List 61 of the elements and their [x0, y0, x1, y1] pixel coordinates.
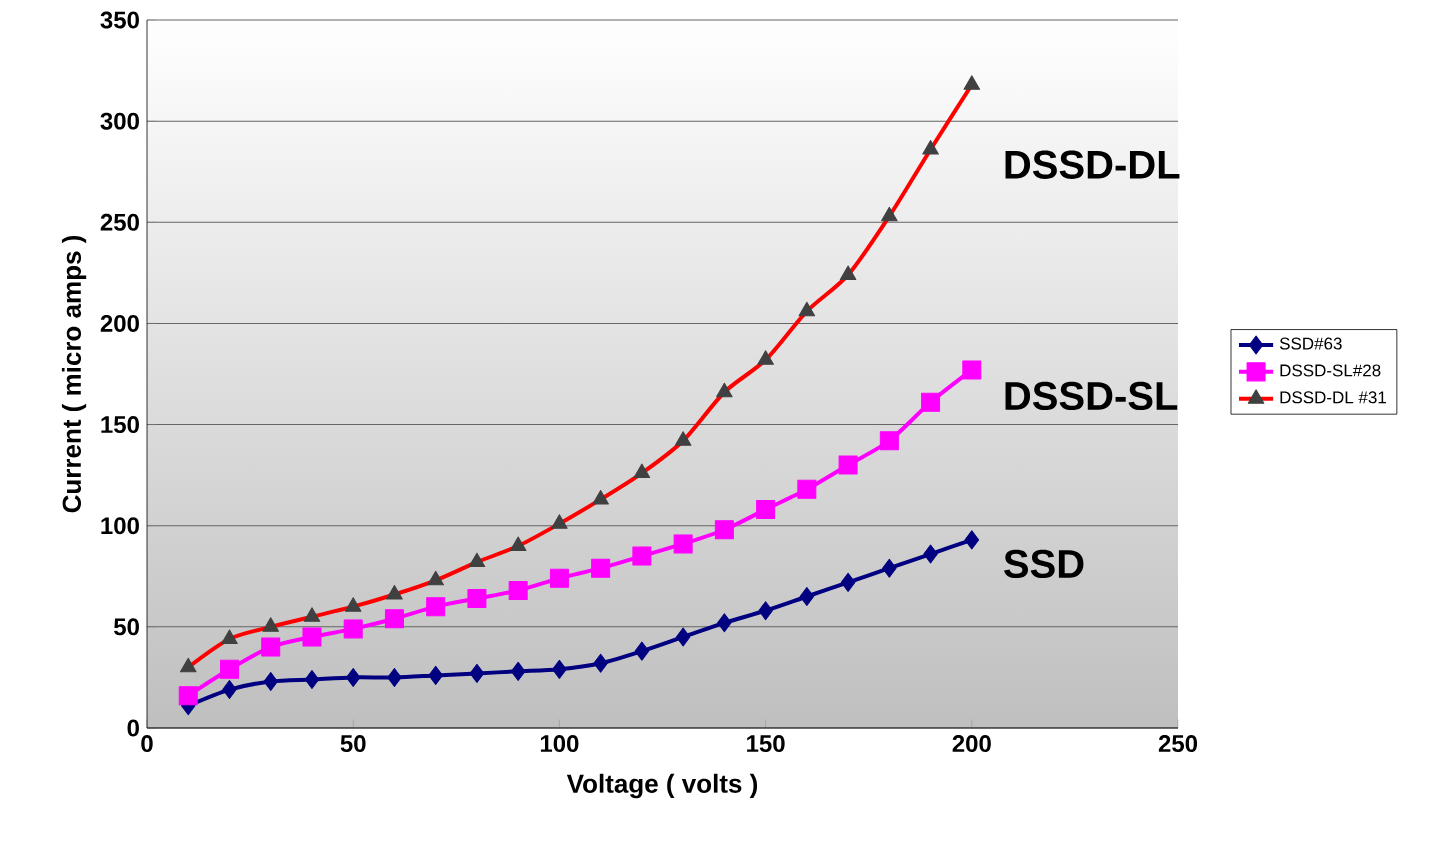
- annotation: SSD: [1004, 549, 1084, 579]
- y-tick-label: 200: [100, 314, 139, 332]
- annotation: DSSD-SL: [1005, 381, 1178, 411]
- x-tick-label: 150: [747, 735, 785, 753]
- point: [879, 431, 899, 451]
- point: [343, 619, 363, 639]
- point: [840, 572, 856, 592]
- y-tick-label: 100: [101, 517, 139, 535]
- point: [799, 587, 815, 607]
- point: [838, 455, 858, 475]
- point: [387, 667, 402, 687]
- x-tick-label: 100: [540, 735, 579, 753]
- point: [758, 601, 773, 621]
- x-axis-title: Voltage ( volts ): [566, 773, 758, 799]
- legend-label: SSD#63: [1279, 337, 1342, 350]
- point: [714, 520, 734, 540]
- point: [962, 360, 982, 380]
- y-tick-label: 250: [100, 213, 139, 231]
- point: [882, 558, 897, 578]
- point: [717, 613, 732, 633]
- y-tick-label: 150: [101, 416, 139, 434]
- point: [428, 665, 443, 685]
- point: [921, 392, 941, 412]
- point: [675, 627, 691, 647]
- annotation: DSSD-DL: [1005, 150, 1180, 179]
- point: [467, 589, 487, 609]
- x-tick-label: 250: [1158, 735, 1198, 753]
- point: [593, 653, 608, 673]
- point: [345, 667, 361, 687]
- x-tick-label: 0: [141, 735, 153, 753]
- point: [304, 669, 320, 689]
- y-tick-label: 0: [127, 719, 139, 737]
- point: [797, 479, 817, 499]
- point: [964, 530, 980, 550]
- y-tick-label: 300: [100, 112, 139, 130]
- point: [756, 500, 776, 520]
- point: [178, 686, 198, 706]
- point: [634, 641, 650, 661]
- point: [219, 659, 239, 679]
- point: [510, 661, 526, 681]
- point: [384, 609, 404, 629]
- point: [302, 627, 322, 647]
- y-tick-label: 50: [114, 618, 139, 636]
- x-tick-label: 200: [952, 735, 991, 753]
- point: [673, 534, 693, 554]
- point: [222, 680, 237, 700]
- point: [426, 597, 446, 617]
- point: [591, 558, 611, 578]
- x-tick-label: 50: [340, 735, 366, 753]
- point: [923, 544, 938, 564]
- point: [632, 546, 652, 566]
- legend-label: DSSD-SL#28: [1280, 364, 1381, 377]
- point: [508, 580, 528, 600]
- y-axis-title: Current ( micro amps ): [61, 235, 87, 513]
- point: [261, 637, 281, 657]
- point: [549, 568, 569, 588]
- legend-label: DSSD-DL #31: [1280, 391, 1386, 404]
- point: [469, 663, 485, 683]
- y-tick-label: 350: [100, 11, 139, 29]
- point: [263, 671, 278, 691]
- point: [552, 659, 567, 679]
